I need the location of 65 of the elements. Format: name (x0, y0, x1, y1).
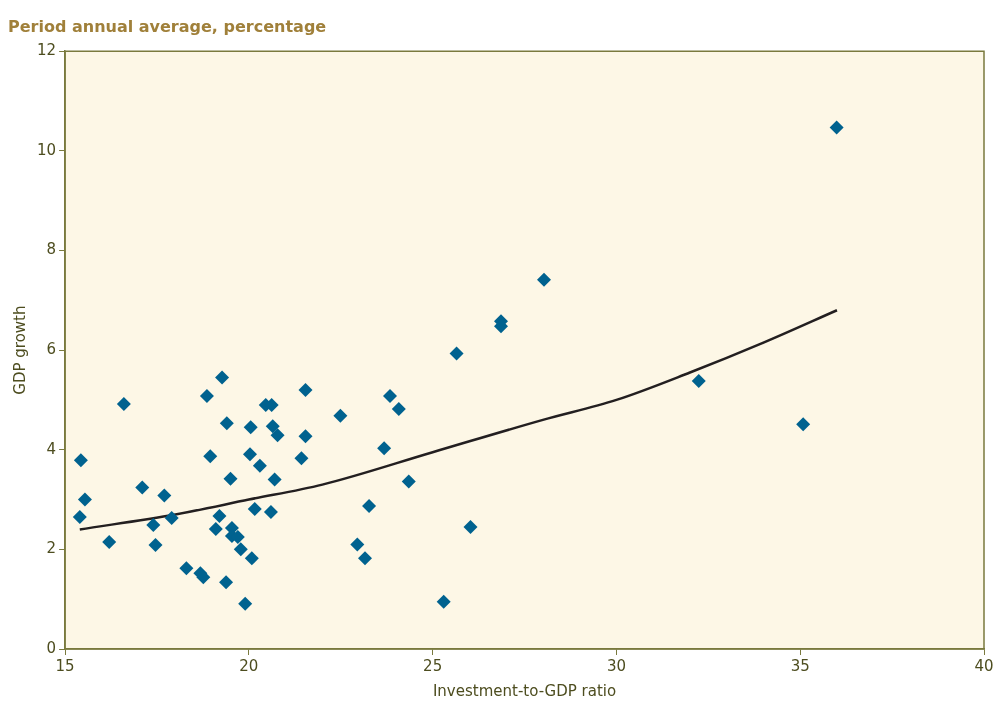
point (358, 551, 373, 566)
point (267, 472, 282, 487)
y-axis-title: GDP growth (10, 305, 29, 395)
x-tick-label: 30 (606, 656, 626, 675)
point (223, 471, 238, 486)
point (179, 561, 194, 576)
point (270, 428, 285, 443)
point (463, 519, 478, 534)
point (350, 537, 365, 552)
point (401, 474, 416, 489)
point (537, 272, 552, 287)
y-tick-label: 6 (46, 339, 57, 358)
y-tick-label: 2 (46, 539, 57, 558)
point (252, 458, 267, 473)
point (233, 542, 248, 557)
point (116, 396, 131, 411)
y-tick-label: 12 (36, 41, 57, 60)
point (829, 120, 844, 135)
x-tick-label: 40 (974, 656, 994, 675)
point (383, 388, 398, 403)
point (219, 575, 234, 590)
point (244, 551, 259, 566)
point (135, 480, 150, 495)
point (199, 388, 214, 403)
x-tick-label: 25 (423, 656, 443, 675)
point (362, 499, 377, 514)
point (247, 502, 262, 517)
x-tick-label: 15 (55, 656, 75, 675)
point (73, 453, 88, 468)
point (263, 505, 278, 519)
chart-title: Period annual average, percentage (8, 16, 327, 36)
x-axis-title: Investment-to-GDP ratio (432, 681, 617, 700)
point (148, 537, 163, 552)
point (72, 509, 87, 524)
point (298, 429, 313, 444)
point (377, 441, 392, 456)
point (436, 594, 451, 609)
point (219, 416, 234, 431)
point (691, 373, 706, 388)
point (796, 417, 811, 432)
point (208, 521, 223, 536)
point (77, 492, 92, 507)
point (146, 517, 161, 532)
y-tick-label: 4 (46, 439, 57, 458)
point (203, 449, 218, 464)
point (102, 534, 117, 549)
point (298, 382, 313, 397)
y-tick-label: 10 (36, 140, 57, 159)
point (333, 408, 348, 423)
point (294, 451, 309, 466)
point (157, 488, 172, 503)
point (215, 370, 230, 385)
point (391, 401, 406, 416)
point (242, 447, 257, 462)
x-tick-label: 35 (790, 656, 810, 675)
point (212, 508, 227, 523)
line-series (78, 309, 839, 531)
x-tick-label: 20 (239, 656, 259, 675)
point (265, 419, 280, 434)
point (449, 346, 464, 361)
point (238, 596, 253, 611)
point (243, 420, 258, 435)
point (164, 510, 179, 525)
y-tick-label: 0 (46, 638, 57, 657)
y-tick-label: 8 (46, 240, 57, 259)
